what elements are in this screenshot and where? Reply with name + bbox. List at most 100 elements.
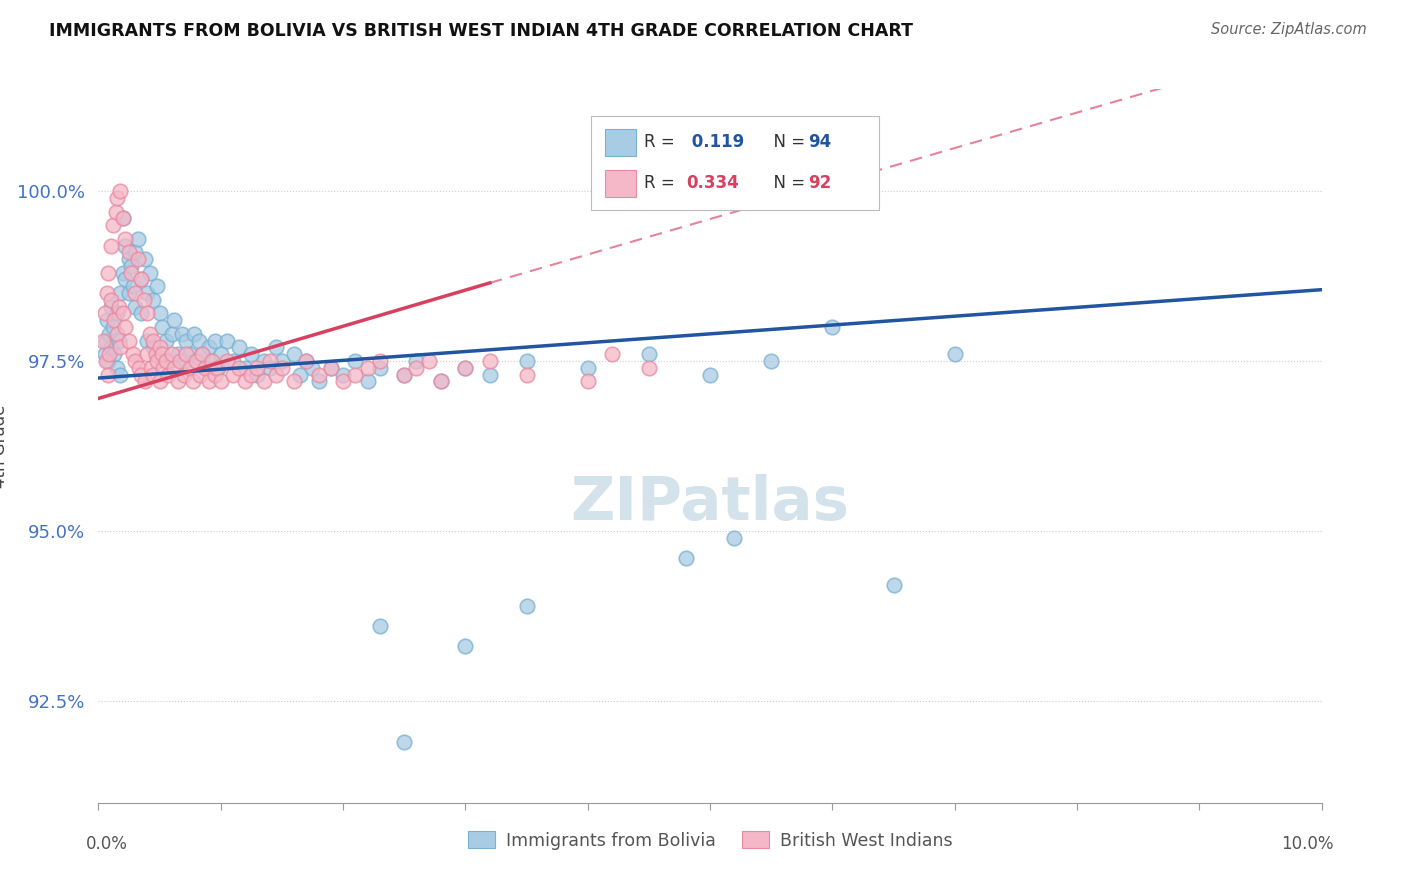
Point: [883, 578, 905, 592]
Point: [134, 252, 156, 266]
Point: [105, 360, 128, 375]
Text: N =: N =: [763, 175, 811, 193]
Point: [110, 184, 132, 198]
Point: [118, 334, 141, 348]
Point: [283, 375, 305, 389]
Point: [105, 326, 128, 341]
Point: [108, 334, 131, 348]
Point: [146, 279, 169, 293]
Text: ZIPatlas: ZIPatlas: [571, 474, 849, 533]
Point: [105, 306, 128, 320]
Point: [319, 360, 342, 375]
Point: [114, 232, 136, 246]
Point: [405, 354, 427, 368]
Point: [368, 354, 391, 368]
Point: [259, 360, 281, 375]
Text: 0.334: 0.334: [686, 175, 740, 193]
Point: [204, 368, 226, 382]
Point: [97, 266, 120, 280]
Point: [91, 334, 114, 348]
Point: [392, 368, 416, 382]
Point: [356, 375, 378, 389]
Point: [139, 326, 162, 341]
Point: [127, 252, 149, 266]
Point: [124, 286, 146, 301]
Point: [637, 347, 661, 361]
Point: [301, 360, 323, 375]
Point: [246, 368, 269, 382]
Point: [181, 375, 204, 389]
Point: [114, 320, 136, 334]
Point: [100, 300, 122, 314]
Point: [103, 313, 125, 327]
Point: [283, 347, 305, 361]
Point: [222, 368, 245, 382]
Point: [200, 354, 222, 368]
Text: R =: R =: [644, 175, 681, 193]
Point: [111, 306, 134, 320]
Point: [290, 368, 312, 382]
Point: [142, 368, 165, 382]
Point: [356, 360, 378, 375]
Point: [246, 360, 269, 375]
Point: [197, 341, 219, 355]
Point: [136, 347, 159, 361]
Point: [101, 320, 124, 334]
Point: [118, 286, 141, 301]
Point: [264, 368, 287, 382]
Point: [183, 326, 205, 341]
Point: [259, 354, 281, 368]
Point: [111, 211, 134, 226]
Point: [576, 360, 599, 375]
Point: [139, 266, 162, 280]
Point: [101, 218, 124, 232]
Text: 0.119: 0.119: [686, 133, 744, 151]
Point: [186, 354, 208, 368]
Point: [188, 368, 211, 382]
Text: Source: ZipAtlas.com: Source: ZipAtlas.com: [1211, 22, 1367, 37]
Point: [699, 368, 721, 382]
Point: [368, 360, 391, 375]
Point: [478, 354, 501, 368]
Point: [160, 326, 183, 341]
Point: [124, 300, 146, 314]
Point: [129, 272, 152, 286]
Legend: Immigrants from Bolivia, British West Indians: Immigrants from Bolivia, British West In…: [458, 822, 962, 858]
Point: [194, 360, 217, 375]
Point: [332, 375, 354, 389]
Point: [176, 334, 198, 348]
Point: [142, 293, 165, 307]
Point: [163, 360, 186, 375]
Point: [142, 334, 165, 348]
Point: [118, 252, 141, 266]
Point: [344, 368, 367, 382]
Point: [173, 368, 195, 382]
Point: [124, 354, 146, 368]
Point: [205, 360, 228, 375]
Point: [170, 326, 193, 341]
Point: [430, 375, 453, 389]
Point: [111, 211, 134, 226]
Point: [120, 259, 142, 273]
Point: [215, 334, 238, 348]
Point: [94, 334, 117, 348]
Point: [98, 347, 121, 361]
Point: [270, 354, 294, 368]
Text: 94: 94: [808, 133, 832, 151]
Point: [392, 734, 416, 748]
Point: [195, 360, 218, 375]
Point: [149, 341, 172, 355]
Point: [150, 347, 173, 361]
Point: [454, 360, 477, 375]
Point: [516, 354, 538, 368]
Point: [100, 341, 122, 355]
Point: [222, 354, 245, 368]
Point: [160, 347, 183, 361]
Point: [332, 368, 354, 382]
Point: [761, 354, 783, 368]
Point: [152, 360, 174, 375]
Text: R =: R =: [644, 133, 681, 151]
Point: [943, 347, 966, 361]
Point: [228, 341, 250, 355]
Point: [121, 347, 143, 361]
